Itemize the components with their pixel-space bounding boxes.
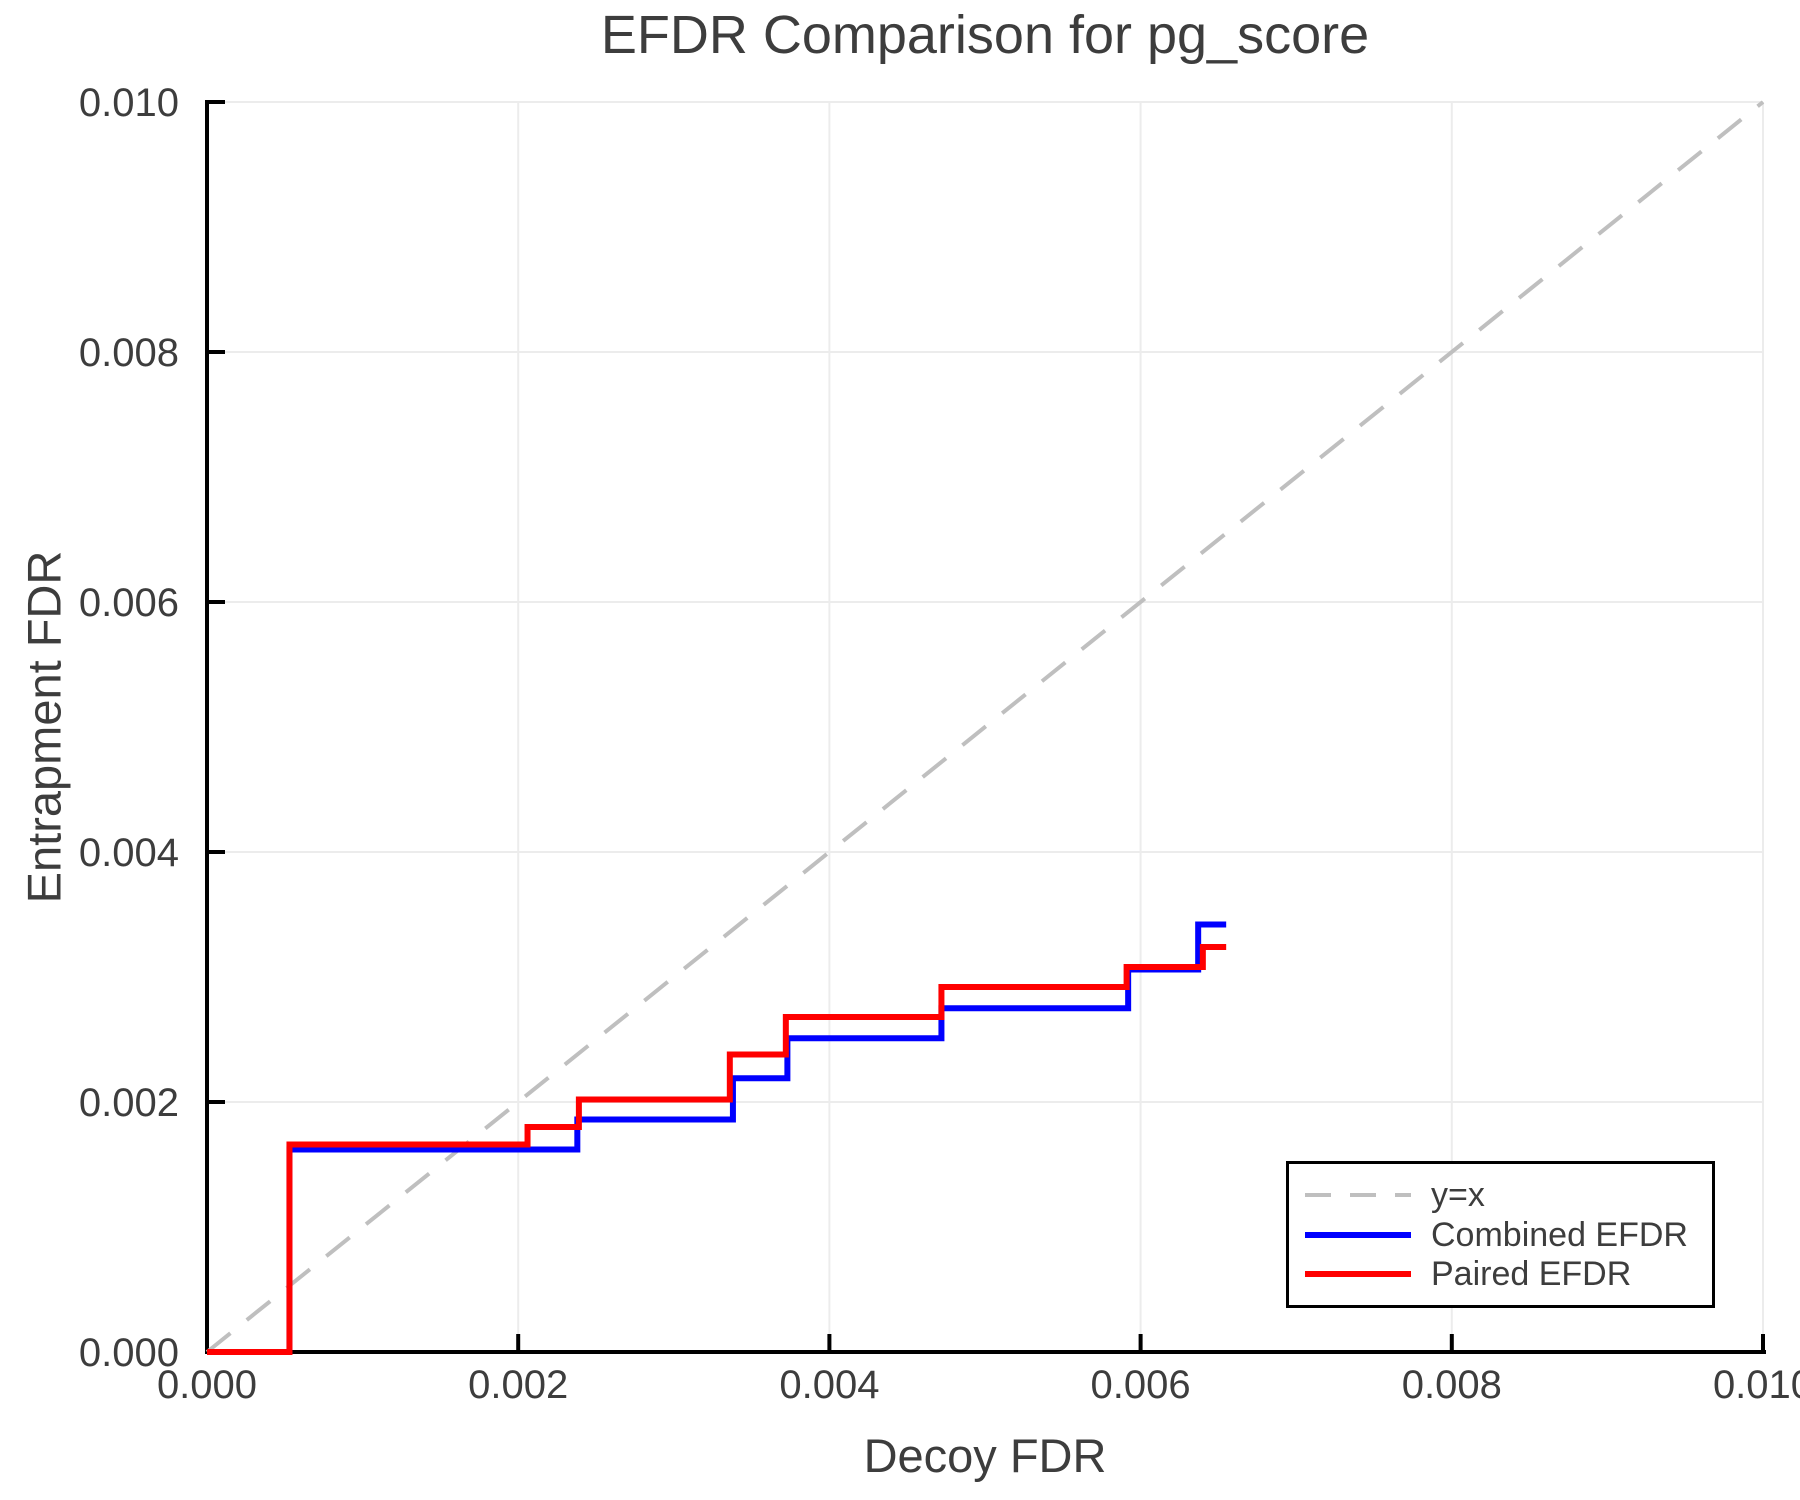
x-tick-label: 0.010	[1713, 1363, 1800, 1407]
chart-title: EFDR Comparison for pg_score	[600, 5, 1370, 65]
y-tick-label: 0.010	[79, 81, 179, 125]
legend-box: y=x Combined EFDR Paired EFDR	[1286, 1161, 1715, 1308]
x-tick-label: 0.000	[157, 1363, 257, 1407]
legend-label-combined-efdr: Combined EFDR	[1431, 1215, 1688, 1254]
paired-efdr-line	[207, 944, 1227, 1355]
y-tick-label: 0.008	[79, 331, 179, 375]
legend-label-yx: y=x	[1431, 1175, 1485, 1214]
x-tick-label: 0.006	[1091, 1363, 1191, 1407]
y-tick-label: 0.006	[79, 581, 179, 625]
legend-item-combined-efdr: Combined EFDR	[1305, 1218, 1704, 1252]
x-tick-label: 0.004	[779, 1363, 879, 1407]
legend-item-paired-efdr: Paired EFDR	[1305, 1257, 1704, 1291]
x-tick-label: 0.008	[1402, 1363, 1502, 1407]
x-tick-label: 0.002	[468, 1363, 568, 1407]
y-tick-label: 0.002	[79, 1081, 179, 1125]
legend-item-yx: y=x	[1305, 1178, 1704, 1212]
legend-sample-dashed-line	[1305, 1192, 1411, 1197]
x-axis-label: Decoy FDR	[863, 1429, 1107, 1482]
y-tick-label: 0.000	[79, 1331, 179, 1375]
y-tick-label: 0.004	[79, 831, 179, 875]
y-axis-label: Entrapment FDR	[17, 550, 71, 904]
legend-sample-combined-line	[1305, 1231, 1411, 1238]
legend-label-paired-efdr: Paired EFDR	[1431, 1255, 1632, 1294]
legend-sample-paired-line	[1305, 1271, 1411, 1278]
